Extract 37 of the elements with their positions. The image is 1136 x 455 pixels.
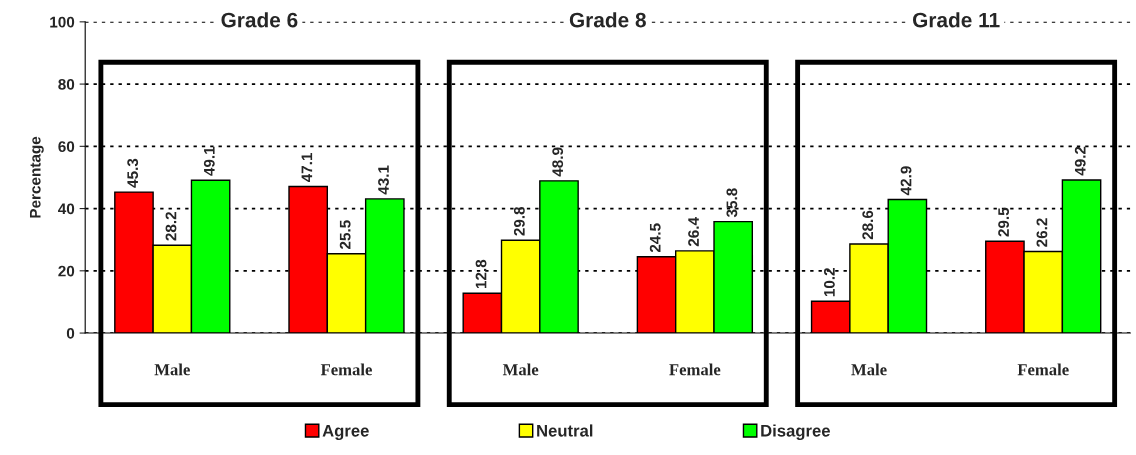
y-tick-label: 40 (58, 203, 75, 215)
y-tick-label: 100 (50, 16, 75, 28)
annotation: Grade 8 (569, 12, 646, 28)
x-tick-label: Male (154, 363, 190, 376)
data-label: 35.8 (726, 188, 738, 218)
legend-label: Disagree (761, 424, 830, 440)
y-tick-label: 0 (66, 327, 75, 339)
data-label: 42.9 (900, 166, 912, 196)
x-tick-label: Female (320, 363, 372, 376)
data-label: 25.5 (339, 220, 351, 249)
y-tick-label: 60 (58, 141, 75, 153)
annotation: Grade 6 (221, 12, 298, 28)
data-label: 45.3 (127, 158, 139, 188)
legend-label: Agree (322, 425, 369, 440)
data-label: 26.4 (688, 217, 699, 247)
x-tick-label: Male (502, 363, 539, 376)
x-tick-label: Female (1017, 363, 1069, 376)
legend-label: Neutral (537, 424, 593, 437)
data-label: 48.9 (552, 147, 564, 177)
data-label: 26.2 (1036, 218, 1048, 247)
x-tick-label: Male (851, 363, 887, 376)
y-tick-label: 80 (58, 78, 75, 90)
data-label: 43.1 (378, 165, 389, 195)
data-label: 49.1 (203, 146, 215, 176)
y-tick-label: 20 (58, 265, 75, 277)
data-label: 28.2 (165, 212, 177, 241)
data-label: 12.8 (475, 259, 487, 289)
annotation: Grade 11 (912, 12, 1000, 28)
data-label: 29.8 (513, 206, 525, 236)
data-label: 49.2 (1074, 146, 1086, 176)
data-label: 47.1 (301, 153, 313, 183)
data-label: 24.5 (649, 223, 661, 253)
data-label: 29.5 (998, 207, 1010, 237)
data-label: 28.6 (862, 210, 874, 240)
x-tick-label: Female (669, 363, 721, 376)
data-label: 10.2 (824, 268, 835, 297)
y-axis-title: Percentage (29, 136, 44, 218)
